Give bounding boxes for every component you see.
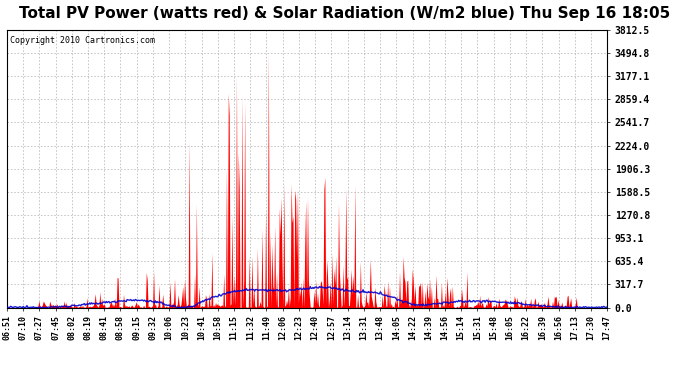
Text: Copyright 2010 Cartronics.com: Copyright 2010 Cartronics.com (10, 36, 155, 45)
Text: Total PV Power (watts red) & Solar Radiation (W/m2 blue) Thu Sep 16 18:05: Total PV Power (watts red) & Solar Radia… (19, 6, 671, 21)
